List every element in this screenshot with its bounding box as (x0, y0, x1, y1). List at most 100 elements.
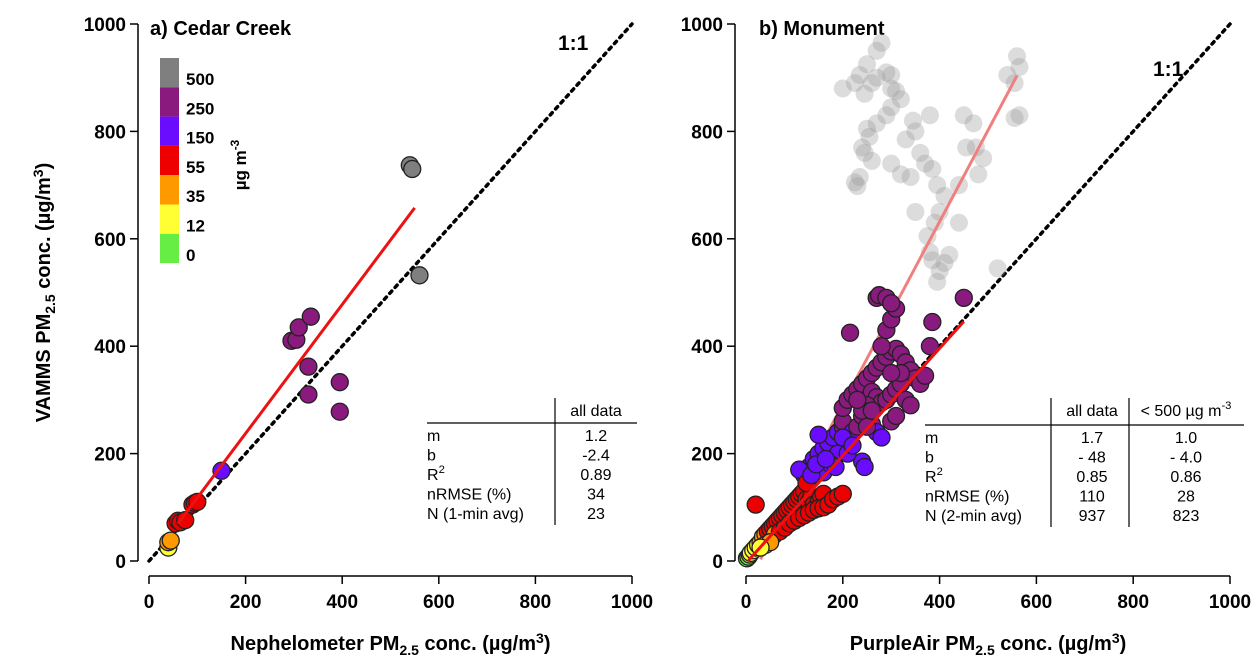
data-point (330, 373, 349, 392)
data-point-above-500 (906, 122, 925, 141)
y-tick-label: 400 (94, 337, 126, 358)
colorbar-unit-label: µg m-3 (228, 139, 250, 190)
data-point-above-500 (998, 66, 1017, 85)
table-column-header: all data (1066, 403, 1118, 420)
table-cell-value: 0.85 (1076, 469, 1107, 486)
table-cell-value: 823 (1173, 508, 1200, 525)
y-tick-label: 800 (691, 122, 723, 143)
colorbar-segment (160, 175, 179, 205)
table-cell-value: 1.0 (1175, 430, 1197, 447)
x-tick-label: 0 (741, 592, 752, 613)
table-cell-value: - 4.0 (1170, 450, 1202, 467)
table-row-label: R2 (925, 466, 943, 486)
data-point-above-500 (1010, 106, 1029, 125)
data-point (882, 294, 901, 313)
data-point-above-500 (882, 66, 901, 85)
colorbar-tick-label: 35 (186, 187, 205, 206)
data-point-above-500 (935, 186, 954, 205)
colorbar-tick-label: 55 (186, 158, 205, 177)
x-tick-label: 800 (520, 592, 552, 613)
data-point-above-500 (891, 90, 910, 109)
x-tick-label: 400 (326, 592, 358, 613)
y-tick-label: 600 (94, 230, 126, 251)
data-point-above-500 (860, 127, 879, 146)
one-to-one-label: 1:1 (558, 32, 589, 55)
data-point-above-500 (954, 106, 973, 125)
data-point-above-500 (848, 177, 867, 196)
data-point (212, 461, 231, 480)
y-tick-label: 0 (115, 552, 126, 573)
panel-a: 0 200 400 600 800 1000 0 200 400 600 800 1000 Nephel… (30, 15, 653, 658)
colorbar-segment (160, 116, 179, 146)
data-point (299, 357, 318, 376)
data-point-above-500 (949, 213, 968, 232)
data-point-above-500 (923, 159, 942, 178)
data-point (954, 288, 973, 308)
data-point (289, 318, 308, 337)
panel-b: 0 200 400 600 800 1000 0 200 400 600 800 1000 Purple… (681, 15, 1251, 658)
x-tick-label: 200 (230, 592, 262, 613)
table-row-label: nRMSE (%) (427, 487, 511, 504)
table-cell-value: 1.7 (1081, 430, 1103, 447)
data-point-above-500 (862, 151, 881, 170)
table-row-label: m (925, 430, 938, 447)
table-cell-value: 34 (587, 487, 605, 504)
data-point-above-500 (957, 138, 976, 157)
one-to-one-line (147, 22, 634, 563)
data-point-above-500 (923, 251, 942, 270)
y-tick-label: 800 (94, 122, 126, 143)
table-cell-value: 28 (1177, 489, 1195, 506)
y-tick-label: 1000 (84, 15, 126, 36)
table-column-header: all data (570, 403, 622, 420)
table-cell-value: 0.86 (1170, 469, 1201, 486)
table-row-label: b (427, 448, 436, 465)
data-point-above-500 (928, 176, 947, 195)
x-tick-label: 0 (144, 592, 155, 613)
data-point-above-500 (901, 168, 920, 187)
data-point (840, 323, 860, 342)
table-row-label: N (2-min avg) (925, 508, 1022, 525)
data-point-above-500 (882, 79, 901, 98)
colorbar-segment (160, 233, 179, 264)
table-cell-value: -2.4 (582, 448, 610, 465)
table-cell-value: - 48 (1078, 450, 1106, 467)
colorbar-segment (160, 204, 179, 234)
data-point (920, 337, 940, 356)
data-point-above-500 (858, 119, 876, 138)
data-point-above-500 (925, 213, 944, 232)
table-cell-value: 937 (1079, 508, 1106, 525)
data-point (886, 406, 906, 426)
table-row-label: nRMSE (%) (925, 489, 1009, 506)
data-point (301, 307, 320, 326)
table-row-label: N (1-min avg) (427, 506, 524, 523)
data-point-above-500 (882, 98, 901, 117)
data-point-above-500 (903, 111, 922, 130)
data-point-above-500 (988, 259, 1007, 278)
fit-line-below-500 (747, 320, 965, 562)
panel-title: b) Monument (759, 18, 885, 40)
data-point-above-500 (1008, 47, 1027, 66)
colorbar-tick-label: 12 (186, 217, 205, 236)
data-point-above-500 (867, 41, 886, 60)
y-tick-label: 1000 (681, 15, 723, 36)
x-axis-label: Nephelometer PM2.5 conc. (µg/m3) (231, 630, 551, 658)
data-point-above-500 (877, 63, 896, 82)
data-point-above-500 (935, 253, 954, 272)
data-point-above-500 (891, 165, 910, 184)
data-point-above-500 (877, 106, 896, 125)
data-point-above-500 (887, 82, 906, 101)
x-tick-label: 400 (924, 592, 956, 613)
x-tick-label: 800 (1117, 592, 1149, 613)
x-tick-label: 1000 (1209, 592, 1251, 613)
y-tick-label: 200 (94, 445, 126, 466)
data-point-above-500 (855, 84, 874, 103)
data-point-above-500 (858, 55, 876, 74)
table-cell-value: 1.2 (585, 428, 607, 445)
data-point (330, 402, 349, 421)
data-point-above-500 (845, 74, 864, 93)
data-point-above-500 (1005, 108, 1024, 127)
data-point-above-500 (896, 130, 915, 149)
stats-table: all data < 500 µg m-3 m 1.7 1.0 b - 48 - 4.0 R2 0… (925, 398, 1244, 527)
data-point-above-500 (918, 227, 937, 246)
